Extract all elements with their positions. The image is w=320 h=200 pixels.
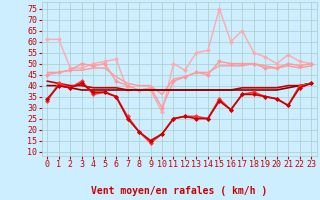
X-axis label: Vent moyen/en rafales ( km/h ): Vent moyen/en rafales ( km/h ) [91, 186, 267, 196]
